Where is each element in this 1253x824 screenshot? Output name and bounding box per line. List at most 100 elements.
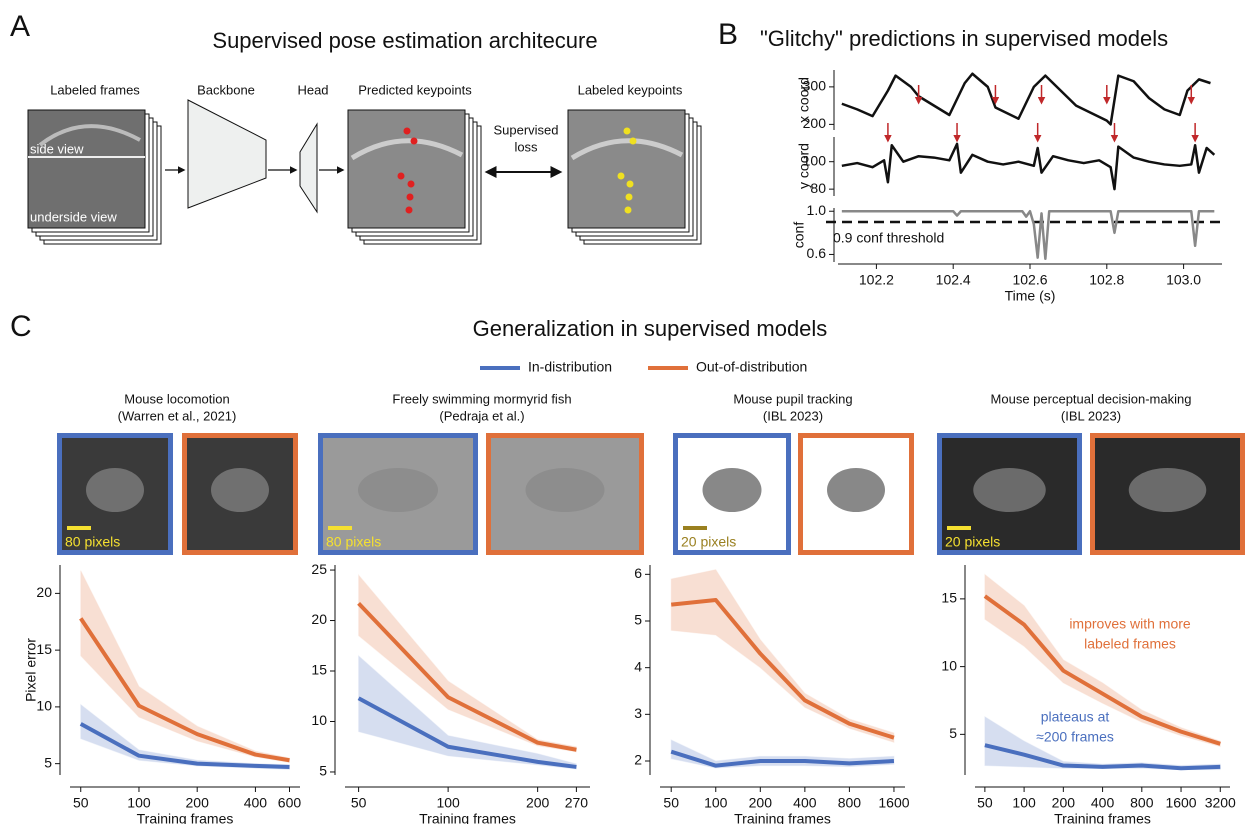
image-content — [526, 468, 605, 512]
label: Labeled frames — [50, 82, 140, 97]
x-tick-label: 200 — [526, 795, 550, 811]
x-tick-label: 400 — [793, 795, 817, 811]
error-band — [81, 705, 290, 770]
panel-title: Supervised pose estimation architecure — [212, 28, 597, 53]
y-tick-label: 2 — [634, 752, 642, 768]
x-tick-label: 50 — [351, 795, 367, 811]
y-tick-label: 5 — [319, 763, 327, 779]
chart-title: Mouse perceptual decision-making — [991, 391, 1192, 406]
legend-label: Out-of-distribution — [696, 359, 807, 375]
image-content — [86, 468, 144, 512]
x-tick-label: 600 — [278, 795, 302, 811]
x-tick-label: 800 — [838, 795, 862, 811]
data-line — [842, 144, 1214, 189]
y-axis-label: Pixel error — [23, 638, 39, 702]
y-tick-label: 5 — [634, 612, 642, 628]
panel-title: "Glitchy" predictions in supervised mode… — [760, 26, 1168, 51]
x-axis-label: Training frames — [419, 811, 516, 824]
y-tick-label: 20 — [36, 584, 52, 600]
x-axis-label: Training frames — [137, 811, 234, 824]
x-axis-label: Training frames — [1054, 811, 1151, 824]
x-tick-label: 1600 — [1165, 795, 1196, 811]
panel-title: Generalization in supervised models — [473, 316, 828, 341]
label: loss — [514, 139, 538, 154]
chart-title: Freely swimming mormyrid fish — [392, 391, 571, 406]
chart-title: Mouse pupil tracking — [733, 391, 852, 406]
y-tick-label: 10 — [311, 712, 327, 728]
x-axis-label: Training frames — [734, 811, 831, 824]
y-tick-label: 15 — [311, 662, 327, 678]
x-tick-label: 50 — [663, 795, 679, 811]
frame-stack — [568, 110, 701, 244]
x-tick-label: 270 — [565, 795, 589, 811]
y-tick-label: 5 — [44, 754, 52, 770]
y-axis-label: y coord — [796, 143, 812, 189]
label: Predicted keypoints — [358, 82, 472, 97]
frame-stack — [348, 110, 481, 244]
y-tick-label: 4 — [634, 658, 642, 674]
annotation: improves with more — [1069, 616, 1191, 632]
annotation: labeled frames — [1084, 636, 1176, 652]
x-tick-label: 100 — [704, 795, 728, 811]
y-tick-label: 20 — [311, 611, 327, 627]
x-tick-label: 200 — [749, 795, 773, 811]
image-content — [1129, 468, 1207, 512]
scale-label: 80 pixels — [326, 534, 381, 550]
x-tick-label: 50 — [977, 795, 993, 811]
x-tick-label: 200 — [1052, 795, 1076, 811]
scale-label: 20 pixels — [945, 534, 1000, 550]
legend-label: In-distribution — [528, 359, 612, 375]
label: underside view — [30, 209, 117, 224]
x-tick-label: 100 — [1012, 795, 1036, 811]
x-tick-label: 103.0 — [1166, 272, 1201, 288]
label: side view — [30, 141, 84, 156]
y-tick-label: 5 — [949, 725, 957, 741]
image-content — [703, 468, 762, 512]
x-tick-label: 100 — [127, 795, 151, 811]
x-tick-label: 400 — [1091, 795, 1115, 811]
image-content — [211, 468, 269, 512]
y-tick-label: 10 — [941, 657, 957, 673]
x-tick-label: 800 — [1130, 795, 1154, 811]
image-content — [973, 468, 1046, 512]
panel-label: C — [10, 310, 32, 343]
chart-subtitle: (Pedraja et al.) — [439, 408, 524, 423]
chart-subtitle: (IBL 2023) — [1061, 408, 1121, 423]
y-tick-label: 6 — [634, 565, 642, 581]
backbone-shape — [188, 100, 266, 208]
y-axis-label: x coord — [796, 77, 812, 123]
image-content — [827, 468, 885, 512]
figure: A B C Supervised pose estimation archite… — [0, 0, 1253, 824]
head-shape — [300, 124, 317, 212]
annotation: ≈200 frames — [1036, 729, 1114, 745]
x-tick-label: 200 — [186, 795, 210, 811]
panel-label: B — [718, 18, 738, 51]
x-tick-label: 100 — [436, 795, 460, 811]
y-tick-label: 25 — [311, 561, 327, 577]
chart-subtitle: (Warren et al., 2021) — [118, 408, 237, 423]
y-tick-label: 15 — [36, 641, 52, 657]
annotation: plateaus at — [1041, 709, 1110, 725]
y-tick-label: 1.0 — [807, 202, 827, 218]
threshold-label: 0.9 conf threshold — [833, 230, 944, 246]
y-tick-label: 0.6 — [807, 245, 827, 261]
scale-label: 80 pixels — [65, 534, 120, 550]
y-tick-label: 10 — [36, 698, 52, 714]
x-tick-label: 102.6 — [1012, 272, 1047, 288]
chart-subtitle: (IBL 2023) — [763, 408, 823, 423]
x-tick-label: 400 — [244, 795, 268, 811]
image-content — [358, 468, 438, 512]
y-axis-label: conf — [791, 222, 807, 249]
x-tick-label: 102.2 — [859, 272, 894, 288]
panel-label: A — [10, 10, 30, 43]
chart-title: Mouse locomotion — [124, 391, 230, 406]
x-tick-label: 1600 — [878, 795, 909, 811]
x-axis-label: Time (s) — [1005, 288, 1056, 304]
label: Supervised — [493, 122, 558, 137]
label: Labeled keypoints — [578, 82, 683, 97]
label: Backbone — [197, 82, 255, 97]
x-tick-label: 102.4 — [936, 272, 971, 288]
x-tick-label: 50 — [73, 795, 89, 811]
x-tick-label: 102.8 — [1089, 272, 1124, 288]
y-tick-label: 15 — [941, 590, 957, 606]
